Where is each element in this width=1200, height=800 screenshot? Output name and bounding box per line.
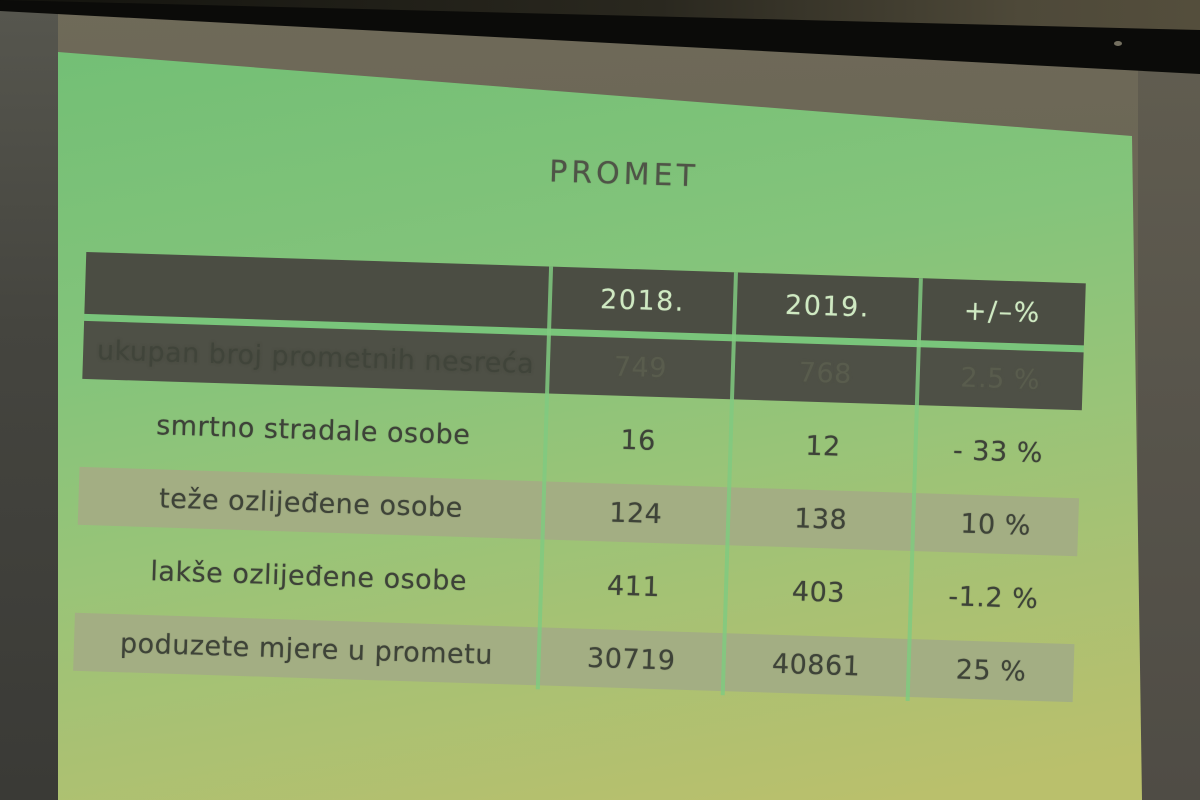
row-value: 411 — [606, 569, 661, 603]
row-value: 16 — [619, 424, 657, 457]
table-body: ukupan broj prometnih nesreća 749 768 2.5 %… — [73, 320, 1084, 703]
row-label: poduzete mjere u prometu — [119, 627, 494, 671]
screen-frame-left-edge — [0, 8, 58, 800]
row-value: 403 — [791, 575, 846, 609]
table-row: poduzete mjere u prometu 30719 40861 25 % — [73, 612, 1075, 703]
traffic-stats-table: 2018. 2019. +/–% ukupan broj prometnih n… — [73, 251, 1086, 703]
row-value: 768 — [798, 356, 853, 390]
light-speck — [1114, 41, 1122, 46]
row-value: 12 — [804, 430, 842, 463]
row-value: 138 — [793, 502, 848, 536]
row-value: - 33 % — [952, 434, 1044, 469]
row-value: 10 % — [959, 508, 1032, 542]
row-value: 30719 — [586, 642, 676, 677]
row-label: lakše ozlijeđene osobe — [149, 555, 468, 597]
header-percent-change: +/–% — [963, 295, 1042, 329]
header-year-2018: 2018. — [599, 283, 686, 318]
table-row: smrtno stradale osobe 16 12 - 33 % — [80, 394, 1081, 483]
slide-content: PROMET 2018. 2019. +/–% ukupan broj prom… — [72, 134, 1089, 725]
table-row: lakše ozlijeđene osobe 411 403 -1.2 % — [75, 540, 1076, 629]
row-value: 40861 — [771, 648, 861, 682]
header-year-2019: 2019. — [784, 289, 871, 324]
row-value: 749 — [613, 351, 668, 384]
screen-frame-right-edge — [1138, 40, 1200, 800]
row-value: 2.5 % — [959, 361, 1041, 396]
row-label: teže ozlijeđene osobe — [158, 482, 464, 524]
row-value: -1.2 % — [947, 580, 1039, 615]
row-label: smrtno stradale osobe — [155, 409, 471, 451]
row-value: 25 % — [955, 653, 1027, 688]
row-value: 124 — [608, 497, 663, 530]
table-row: teže ozlijeđene osobe 124 138 10 % — [77, 466, 1080, 557]
